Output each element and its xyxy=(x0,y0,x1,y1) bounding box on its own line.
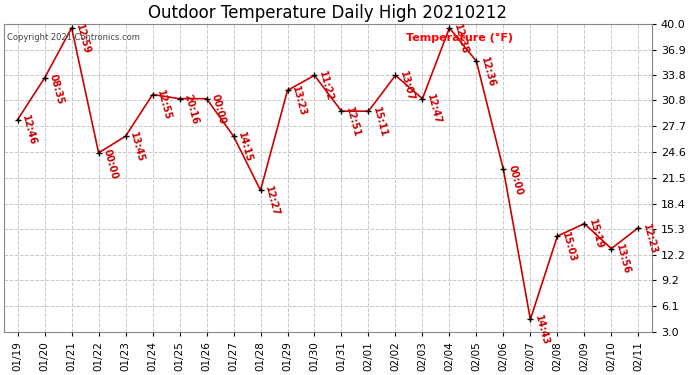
Text: 14:15: 14:15 xyxy=(236,131,254,164)
Text: 08:35: 08:35 xyxy=(48,72,65,105)
Text: 00:00: 00:00 xyxy=(506,164,524,196)
Title: Outdoor Temperature Daily High 20210212: Outdoor Temperature Daily High 20210212 xyxy=(148,4,507,22)
Text: 12:23: 12:23 xyxy=(641,222,659,255)
Text: 13:56: 13:56 xyxy=(614,243,632,276)
Text: Copyright 2021 Contronics.com: Copyright 2021 Contronics.com xyxy=(8,33,140,42)
Text: 13:23: 13:23 xyxy=(290,85,308,117)
Text: 15:19: 15:19 xyxy=(587,218,605,251)
Text: 12:47: 12:47 xyxy=(425,93,443,126)
Text: 15:03: 15:03 xyxy=(560,231,578,263)
Text: 12:51: 12:51 xyxy=(344,106,362,138)
Text: 12:55: 12:55 xyxy=(155,89,173,122)
Text: 12:38: 12:38 xyxy=(452,22,470,55)
Text: 00:00: 00:00 xyxy=(101,147,119,180)
Text: 13:07: 13:07 xyxy=(398,70,416,102)
Text: 12:59: 12:59 xyxy=(75,22,92,55)
Text: 20:16: 20:16 xyxy=(182,93,200,126)
Text: 12:36: 12:36 xyxy=(479,56,497,88)
Text: 11:22: 11:22 xyxy=(317,70,335,102)
Text: 13:45: 13:45 xyxy=(128,131,146,164)
Text: 00:00: 00:00 xyxy=(209,93,227,126)
Text: 14:43: 14:43 xyxy=(533,314,551,346)
Text: 12:27: 12:27 xyxy=(264,185,281,218)
Text: Temperature (°F): Temperature (°F) xyxy=(406,33,513,43)
Text: 15:11: 15:11 xyxy=(371,106,389,138)
Text: 12:46: 12:46 xyxy=(21,114,38,147)
